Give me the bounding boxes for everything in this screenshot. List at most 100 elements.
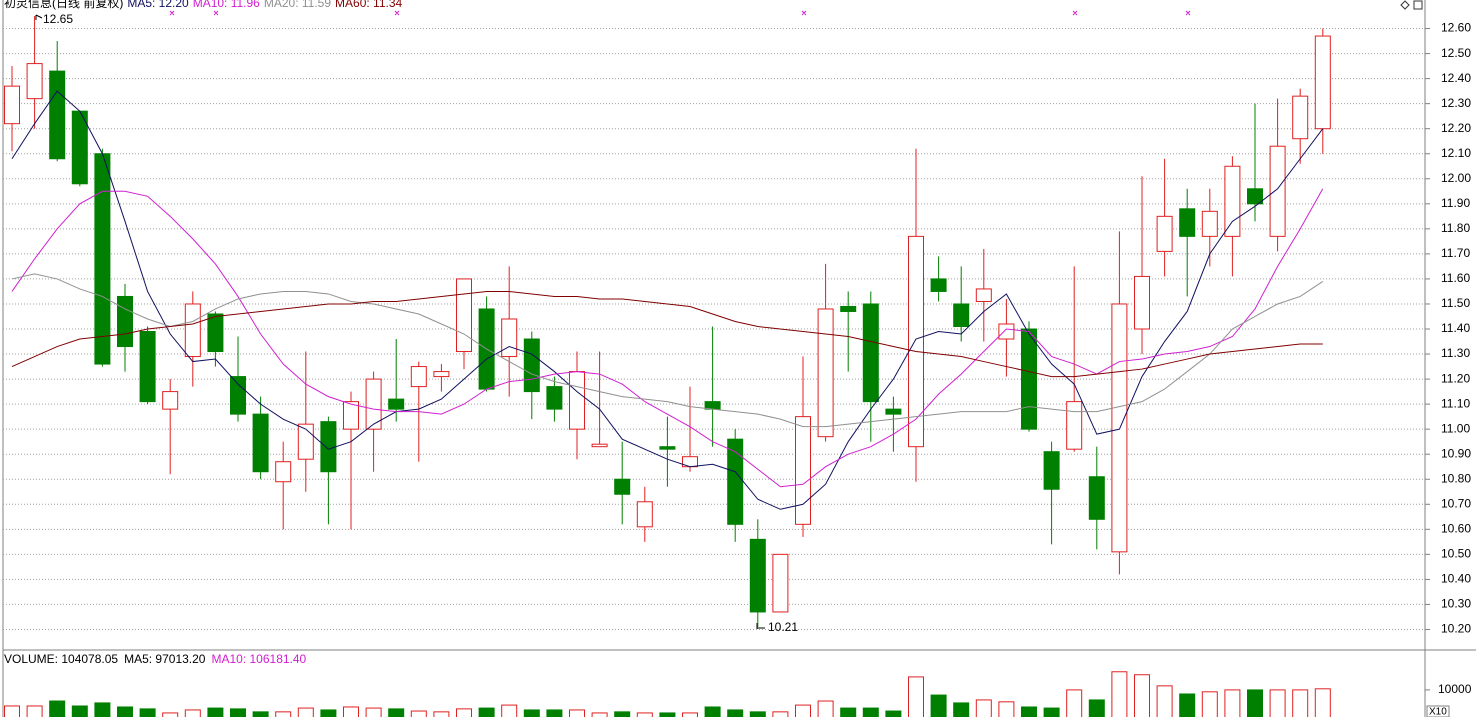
volume-bar [659,712,676,717]
volume-bar [1247,689,1263,717]
candle-body [343,401,359,430]
y-tick-label: 11.70 [1441,246,1470,260]
candle-body [908,235,924,448]
candle-body [885,408,902,415]
volume-bar [275,711,292,717]
volume-bar [840,707,857,717]
candle-body [1179,208,1196,237]
low-arrow [756,623,765,629]
volume-bar [908,676,924,717]
volume-bar [94,702,111,717]
candle-body [614,478,631,495]
volume-bar [26,705,43,717]
candle-body [26,63,43,100]
candle-body [749,538,766,613]
volume-header: VOLUME: 104078.05 MA5: 97013.20 MA10: 1061… [4,652,307,666]
volume-bar [501,704,518,717]
candle-body [1292,95,1309,140]
volume-bar [885,710,902,717]
unit-box [1426,705,1450,717]
volume-bar [749,711,766,717]
candle-body [569,371,585,430]
candle-body [365,378,382,430]
candle-body [591,443,608,448]
candle-body [659,446,676,450]
volume-bar [953,702,970,717]
candle-body [1314,35,1331,130]
volume-bar [478,707,495,717]
candle-body [546,386,563,410]
volume-bar [1179,693,1196,717]
legend-entry: MA5: 12.20 [127,0,189,10]
candle-body [4,85,20,125]
y-tick-label: 11.30 [1441,346,1470,360]
y-tick-label: 10.30 [1441,597,1471,611]
y-tick-label: 10.20 [1441,622,1471,636]
volume-bar [614,711,631,717]
legend-entry: MA60: 11.34 [335,0,402,10]
volume-bar [523,709,540,717]
candle-body [501,318,518,358]
y-tick-label: 11.40 [1441,321,1470,335]
volume-bar [162,712,179,717]
volume-bar [343,706,359,717]
candle-body [456,278,472,353]
diamond-icon[interactable] [1400,0,1410,10]
y-tick-label: 12.10 [1441,146,1471,160]
ma-line [11,90,1324,510]
y-tick-label: 11.80 [1441,221,1470,235]
volume-bar [410,710,427,717]
candle-body [1088,476,1105,520]
y-tick-label: 10.40 [1441,572,1471,586]
volume-bar [1269,689,1286,717]
volume-bar [1066,689,1083,717]
high-arrow [35,14,43,20]
volume-bar [546,709,563,717]
volume-bar [433,711,450,717]
candle-body [636,501,653,528]
candle-body [275,461,292,483]
candle-body [772,553,789,613]
volume-bar [1021,706,1037,717]
candle-body [1066,401,1083,450]
candle-body [207,313,224,353]
square-icon[interactable] [1413,0,1423,10]
volume-bar [117,706,133,717]
volume-bar [1156,685,1173,717]
high-annotation: 12.65 [43,12,73,26]
candle-body [433,371,450,378]
volume-bar [930,694,947,717]
volume-bar [862,707,879,717]
y-tick-label: 11.60 [1441,271,1470,285]
candle-body [998,323,1015,340]
candle-body [840,305,857,312]
candle-body [930,278,947,292]
ma-line [11,290,1323,378]
volume-bar [1088,699,1105,717]
volume-bar [388,708,405,717]
y-tick-label: 11.50 [1441,296,1470,310]
volume-bar [1292,689,1309,717]
volume-bar [591,712,608,717]
y-tick-label: 11.90 [1441,196,1470,210]
y-tick-label: 11.10 [1441,396,1470,410]
candle-body [184,303,201,358]
volume-bar [4,705,20,717]
volume-bar [704,706,721,717]
candle-body [252,413,269,473]
volume-bar [1224,689,1241,717]
volume-bar [975,699,992,717]
y-tick-label: 10.70 [1441,496,1471,510]
volume-bar [1043,707,1060,717]
candle-body [320,421,337,473]
candle-body [1269,145,1286,237]
candle-body [49,70,66,160]
candle-body [162,391,179,410]
candle-body [1201,210,1218,237]
volume-bar [1314,688,1331,717]
unit-label: X10 [1429,707,1447,717]
legend-entry: MA10: 106181.40 [211,652,306,666]
volume-bar [230,708,246,717]
volume-bar [49,700,66,717]
candle-body [1021,328,1037,430]
